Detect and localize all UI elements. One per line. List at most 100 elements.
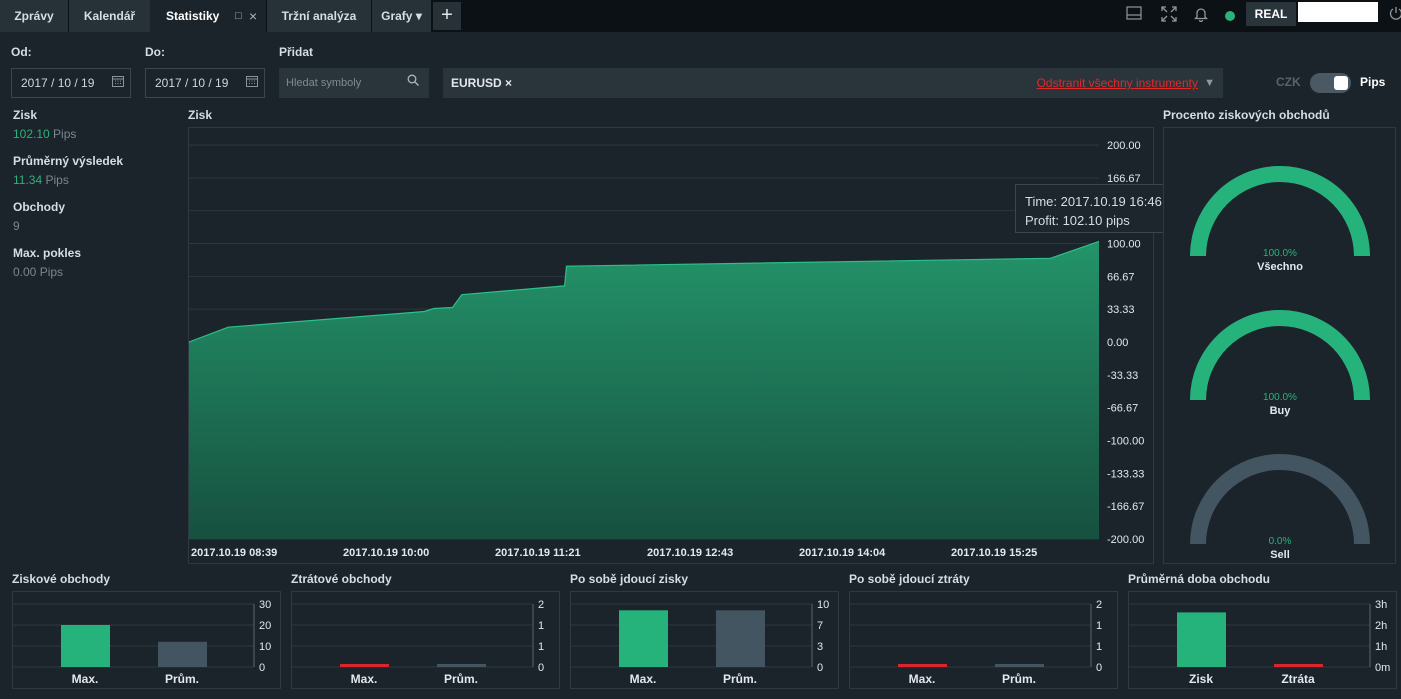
calendar-icon[interactable] <box>246 69 258 97</box>
bar-category-label: Max. <box>909 672 936 686</box>
bar-chart-title: Po sobě jdoucí ztráty <box>849 572 970 586</box>
bar-chart-title: Po sobě jdoucí zisky <box>570 572 688 586</box>
tooltip-profit: Profit: 102.10 pips <box>1025 213 1130 228</box>
y-tick-label: 1 <box>1096 641 1102 653</box>
account-field[interactable] <box>1298 2 1378 22</box>
y-tick-label: 3h <box>1375 599 1387 611</box>
stat-value-average: 11.34 Pips <box>13 173 69 187</box>
gauge-fill <box>1190 166 1370 256</box>
pips-option[interactable]: Pips <box>1360 75 1386 89</box>
y-tick-label: 7 <box>817 620 823 632</box>
stat-value-profit: 102.10 Pips <box>13 127 77 141</box>
y-tick-label: 0 <box>817 662 823 674</box>
bar-chart-title: Ztrátové obchody <box>291 572 392 586</box>
y-tick-label: 3 <box>817 641 823 653</box>
search-icon[interactable] <box>407 68 419 98</box>
x-tick-label: 2017.10.19 11:21 <box>495 547 581 559</box>
tab-kalendar[interactable]: Kalendář <box>69 0 150 32</box>
from-date-field[interactable]: 2017 / 10 / 19 <box>11 68 131 98</box>
bar <box>898 664 947 667</box>
gauge-percent: 0.0% <box>1269 536 1292 547</box>
bar-category-label: Zisk <box>1189 672 1213 686</box>
unit-toggle[interactable] <box>1310 73 1351 93</box>
y-tick-label: -33.33 <box>1107 370 1138 382</box>
bar-chart-panel <box>291 591 560 689</box>
y-tick-label: -66.67 <box>1107 403 1138 415</box>
gauge-percent: 100.0% <box>1263 392 1297 403</box>
bar-category-label: Prům. <box>165 672 199 686</box>
calendar-icon[interactable] <box>112 69 124 97</box>
fullscreen-icon[interactable] <box>1159 6 1179 26</box>
instrument-name: EURUSD <box>451 76 502 90</box>
x-tick-label: 2017.10.19 14:04 <box>799 547 886 559</box>
search-placeholder: Hledat symboly <box>286 77 362 89</box>
bar-category-label: Prům. <box>444 672 478 686</box>
bell-icon[interactable] <box>1191 6 1211 26</box>
stat-label-trades: Obchody <box>13 200 66 214</box>
y-tick-label: 1 <box>538 641 544 653</box>
dropdown-arrow-icon[interactable]: ▼ <box>1204 77 1215 89</box>
stat-value-trades: 9 <box>13 219 20 233</box>
bar <box>1274 664 1323 667</box>
instrument-chip[interactable]: EURUSD × <box>451 68 512 98</box>
tab-statistiky-label: Statistiky <box>166 9 220 23</box>
bar-chart-panel <box>570 591 839 689</box>
y-tick-label: -166.67 <box>1107 501 1144 513</box>
bar <box>61 625 110 667</box>
top-bar: Zprávy Kalendář Statistiky □ × Tržní ana… <box>0 0 1401 32</box>
remove-all-link[interactable]: Odstranit všechny instrumenty <box>1036 76 1198 90</box>
from-date-value: 2017 / 10 / 19 <box>21 76 95 90</box>
bar-chart-panel <box>12 591 281 689</box>
bar-category-label: Max. <box>72 672 99 686</box>
y-tick-label: 200.00 <box>1107 140 1141 152</box>
y-tick-label: 10 <box>259 641 271 653</box>
to-date-field[interactable]: 2017 / 10 / 19 <box>145 68 265 98</box>
close-icon[interactable]: × <box>249 8 258 24</box>
x-tick-label: 2017.10.19 08:39 <box>191 547 277 559</box>
y-tick-label: -200.00 <box>1107 534 1144 546</box>
symbol-search-input[interactable]: Hledat symboly <box>279 68 429 98</box>
gauge-percent: 100.0% <box>1263 248 1297 259</box>
y-tick-label: 2 <box>1096 599 1102 611</box>
add-tab-button[interactable]: + <box>433 2 461 30</box>
bar <box>716 610 765 667</box>
restore-icon[interactable]: □ <box>235 10 242 22</box>
gauge-label: Sell <box>1270 549 1290 561</box>
bar <box>340 664 389 667</box>
bar <box>437 664 486 667</box>
tab-zpravy[interactable]: Zprávy <box>0 0 68 32</box>
gauges-panel <box>1163 127 1396 564</box>
bar-category-label: Ztráta <box>1281 672 1315 686</box>
tab-statistiky[interactable]: Statistiky <box>150 0 266 32</box>
x-tick-label: 2017.10.19 12:43 <box>647 547 733 559</box>
bar-category-label: Prům. <box>723 672 757 686</box>
profit-area <box>189 241 1099 539</box>
chart-tooltip: Time: 2017.10.19 16:46 Profit: 102.10 pi… <box>1015 184 1186 233</box>
y-tick-label: 100.00 <box>1107 239 1141 251</box>
y-tick-label: 0 <box>538 662 544 674</box>
remove-instrument-icon[interactable]: × <box>505 76 513 90</box>
tab-trzni-analyza[interactable]: Tržní analýza <box>267 0 371 32</box>
account-type-badge[interactable]: REAL <box>1246 2 1296 26</box>
y-tick-label: 1 <box>1096 620 1102 632</box>
instrument-selector[interactable]: EURUSD × Odstranit všechny instrumenty ▼ <box>443 68 1223 98</box>
layout-icon[interactable] <box>1124 6 1144 26</box>
profit-line <box>188 240 1100 343</box>
power-icon[interactable] <box>1386 6 1401 26</box>
stat-value-drawdown: 0.00 Pips <box>13 265 64 279</box>
profit-chart-title: Zisk <box>188 108 213 122</box>
tab-grafy-label: Grafy <box>381 9 413 23</box>
tab-grafy[interactable]: Grafy ▾ <box>372 0 431 32</box>
y-tick-label: 1h <box>1375 641 1387 653</box>
y-tick-label: 20 <box>259 620 271 632</box>
y-tick-label: -100.00 <box>1107 436 1144 448</box>
chevron-down-icon: ▾ <box>415 9 422 23</box>
currency-option[interactable]: CZK <box>1276 75 1301 89</box>
gauge-track <box>1190 454 1370 544</box>
tooltip-time: Time: 2017.10.19 16:46 <box>1025 194 1162 209</box>
bar-category-label: Max. <box>351 672 378 686</box>
y-tick-label: 0 <box>259 662 265 674</box>
